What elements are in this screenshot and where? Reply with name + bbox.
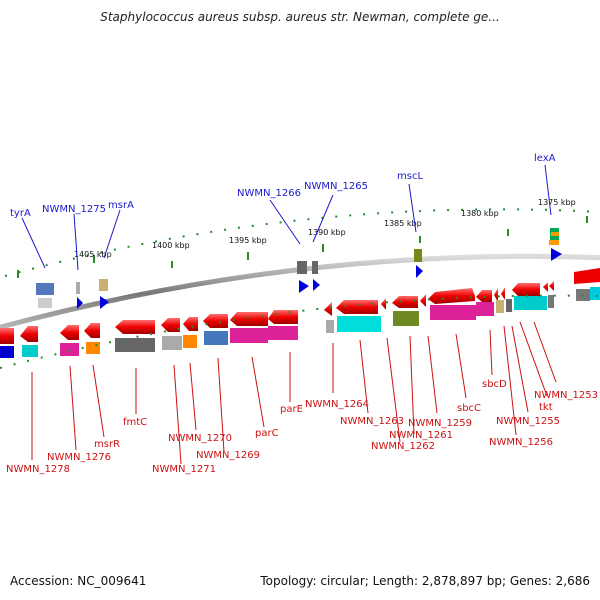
gene-label-top[interactable]: mscL [397,171,423,182]
gene-label-bottom[interactable]: NWMN_1262 [371,441,435,452]
gene-label-bottom[interactable]: NWMN_1270 [168,433,232,444]
gene-label-top[interactable]: NWMN_1266 [237,188,301,199]
scale-label: 1400 kbp [152,241,190,250]
accession-label: Accession: NC_009641 [10,574,147,588]
scale-label: 1375 kbp [538,198,576,207]
gene-label-bottom[interactable]: sbcC [457,403,481,414]
gene-label-top[interactable]: tyrA [10,208,31,219]
gene-label-top[interactable]: lexA [534,153,556,164]
scale-track [4,208,600,277]
gene-label-bottom[interactable]: parE [280,404,303,415]
top-features [36,228,600,309]
page-title: Staphylococcus aureus subsp. aureus str.… [100,10,500,24]
topology-label: Topology: circular; Length: 2,878,897 bp… [260,574,590,588]
gene-row-lower [0,295,554,358]
gene-label-bottom[interactable]: sbcD [482,379,507,390]
gene-label-bottom[interactable]: NWMN_1263 [340,416,404,427]
gene-label-bottom[interactable]: tkt [539,402,553,413]
gene-label-bottom[interactable]: NWMN_1253 [534,390,598,401]
gene-label-bottom[interactable]: NWMN_1278 [6,464,70,475]
gene-label-bottom[interactable]: NWMN_1269 [196,450,260,461]
scale-label: 1395 kbp [229,236,267,245]
gene-label-bottom[interactable]: fmtC [123,417,147,428]
gene-label-bottom[interactable]: NWMN_1271 [152,464,216,475]
gene-label-top[interactable]: NWMN_1265 [304,181,368,192]
bottom-leaders [31,321,557,465]
gene-label-bottom[interactable]: NWMN_1256 [489,437,553,448]
gene-label-bottom[interactable]: NWMN_1255 [496,416,560,427]
scale-label: 1385 kbp [384,219,422,228]
gene-label-bottom[interactable]: msrR [94,439,120,450]
top-leaders [21,164,552,271]
gene-label-bottom[interactable]: NWMN_1261 [389,430,453,441]
gene-label-bottom[interactable]: NWMN_1276 [47,452,111,463]
gene-label-bottom[interactable]: NWMN_1264 [305,399,369,410]
scale-label: 1380 kbp [461,209,499,218]
scale-ticks [17,216,588,278]
gene-label-bottom[interactable]: NWMN_1259 [408,418,472,429]
gene-label-top[interactable]: NWMN_1275 [42,204,106,215]
gene-label-bottom[interactable]: parC [255,428,279,439]
scale-label: 1390 kbp [308,228,346,237]
gene-label-top[interactable]: msrA [108,200,134,211]
scale-label: 1405 kbp [74,250,112,259]
